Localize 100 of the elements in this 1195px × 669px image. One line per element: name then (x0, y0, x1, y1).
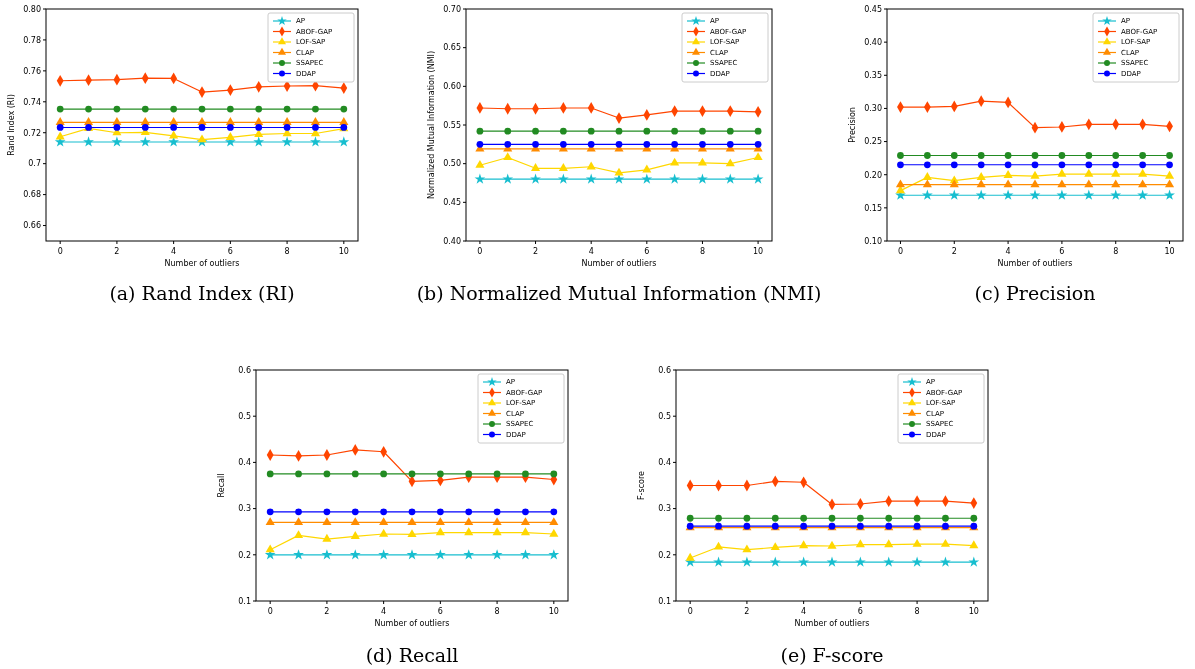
point (340, 105, 348, 113)
point (85, 105, 92, 113)
y-tick-label: 0.15 (864, 203, 882, 213)
y-tick-label: 0.1 (658, 596, 671, 606)
point (670, 157, 680, 166)
point (969, 540, 979, 549)
x-tick-label: 8 (284, 247, 290, 256)
point (253, 136, 265, 147)
y-axis-title: F-score (637, 470, 646, 500)
x-axis-title: Number of outliers (581, 259, 657, 268)
point (464, 527, 474, 536)
point (351, 470, 359, 478)
point (1166, 152, 1173, 159)
point (170, 124, 178, 131)
point (1004, 161, 1012, 169)
y-tick-label: 0.5 (238, 412, 251, 421)
point (225, 132, 235, 141)
point (1031, 152, 1039, 159)
point (558, 163, 568, 171)
x-tick-label: 4 (801, 607, 807, 616)
point (976, 172, 986, 180)
point (323, 508, 331, 516)
point (671, 140, 679, 148)
point (226, 105, 234, 113)
point (753, 152, 763, 161)
point (491, 549, 503, 560)
point (587, 127, 595, 135)
point (968, 556, 980, 567)
point (921, 189, 933, 200)
point (169, 117, 179, 125)
point (697, 157, 708, 166)
point (503, 152, 513, 161)
x-tick-label: 2 (533, 247, 539, 256)
point (379, 517, 389, 526)
point (1139, 161, 1147, 169)
x-axis-title: Number of outliers (997, 259, 1073, 268)
point (323, 470, 331, 478)
point (379, 528, 389, 537)
x-tick-label: 10 (548, 607, 559, 616)
point (685, 552, 695, 561)
point (350, 531, 360, 539)
point (923, 152, 931, 159)
x-tick-label: 4 (1005, 247, 1011, 256)
point (643, 127, 651, 135)
point (724, 173, 736, 184)
point (970, 514, 978, 522)
y-tick-label: 0.10 (864, 236, 882, 246)
point (557, 173, 569, 184)
x-tick-label: 2 (951, 247, 957, 256)
point (520, 517, 531, 526)
point (492, 527, 502, 536)
y-axis-title: Rand Index (RI) (7, 94, 16, 156)
y-tick-label: 0.55 (443, 120, 461, 130)
point (855, 539, 865, 548)
point (549, 517, 559, 526)
x-tick-label: 2 (744, 607, 750, 616)
y-tick-label: 0.4 (238, 458, 251, 468)
point (310, 117, 321, 125)
x-tick-label: 8 (1113, 247, 1119, 256)
point (725, 158, 735, 167)
text: (e) F-score (780, 644, 884, 666)
point (1085, 161, 1093, 169)
point (141, 124, 149, 131)
x-tick-label: 10 (968, 607, 979, 616)
point (686, 514, 694, 522)
y-tick-label: 0.4 (658, 458, 671, 468)
point (476, 127, 484, 135)
y-tick-label: 0.60 (443, 82, 461, 92)
point (435, 517, 445, 526)
x-tick-label: 6 (1059, 247, 1065, 256)
y-tick-label: 0.2 (658, 550, 671, 560)
point (504, 140, 512, 148)
point (1030, 170, 1040, 179)
point (293, 549, 304, 560)
point (530, 163, 541, 171)
point (856, 514, 864, 522)
point (380, 470, 388, 478)
point (726, 140, 734, 148)
x-tick-label: 10 (753, 247, 764, 256)
text: (b) Normalized Mutual Information (NMI) (416, 282, 822, 304)
point (474, 173, 486, 184)
point (897, 161, 904, 169)
y-tick-label: 0.6 (658, 365, 671, 375)
point (463, 549, 475, 560)
point (715, 514, 722, 522)
point (254, 117, 264, 125)
y-tick-label: 0.20 (864, 170, 882, 180)
point (1137, 189, 1149, 200)
point (615, 140, 623, 148)
point (713, 541, 724, 550)
y-tick-label: 0.72 (23, 128, 41, 138)
point (949, 179, 959, 188)
x-tick-label: 0 (897, 247, 903, 256)
point (504, 127, 512, 135)
point (266, 508, 274, 516)
point (111, 136, 123, 147)
y-tick-label: 0.76 (23, 66, 41, 76)
y-tick-label: 0.66 (23, 221, 41, 231)
point (799, 540, 809, 549)
point (585, 173, 597, 184)
